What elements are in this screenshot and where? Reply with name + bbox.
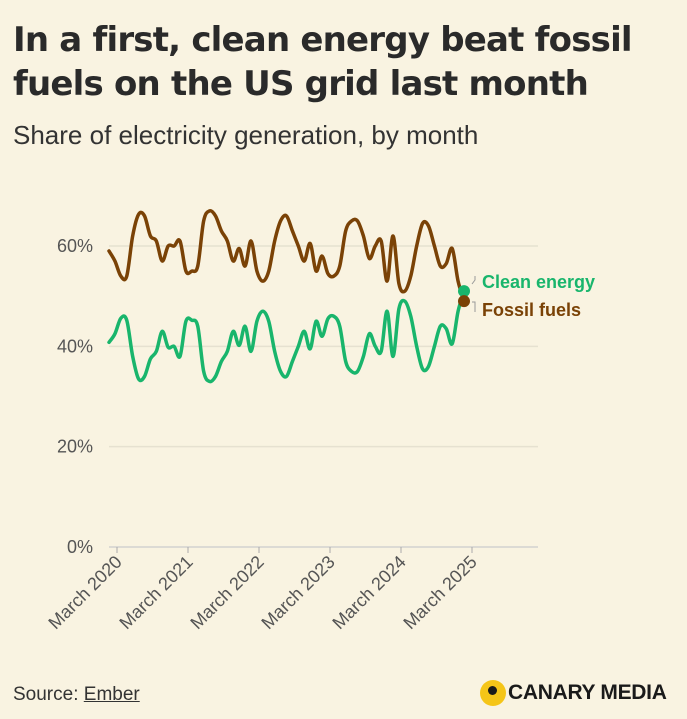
y-tick-label: 40% — [57, 336, 93, 356]
canary-dot-icon — [480, 680, 506, 706]
series-lines — [107, 208, 466, 384]
endpoint-dot — [458, 285, 470, 298]
chart-title: In a first, clean energy beat fossil fue… — [13, 20, 633, 104]
y-tick-label: 60% — [57, 236, 93, 256]
x-tick-label: March 2025 — [399, 552, 480, 633]
x-tick-label: March 2024 — [328, 552, 409, 633]
publisher-logo[interactable]: CANARY MEDIA — [480, 678, 667, 708]
x-tick-label: March 2021 — [115, 552, 196, 633]
source-note: Source: Ember — [13, 684, 140, 706]
x-tick-label: March 2020 — [44, 552, 125, 633]
logo-text: CANARY MEDIA — [508, 681, 667, 704]
series-line-fossil-fuels — [107, 208, 466, 303]
y-tick-label: 20% — [57, 437, 93, 457]
x-tick-label: March 2023 — [257, 552, 338, 633]
series-label: Clean energy — [482, 272, 595, 292]
gridlines — [109, 245, 538, 548]
y-tick-label: 0% — [67, 537, 93, 557]
label-connector — [472, 301, 476, 312]
source-prefix: Source: — [13, 684, 84, 705]
series-labels: Clean energy Fossil fuels — [458, 272, 595, 320]
label-connector — [471, 276, 476, 285]
series-line-clean-energy — [107, 289, 466, 384]
endpoint-dot — [458, 295, 470, 308]
x-tick-label: March 2022 — [186, 552, 267, 633]
series-label: Fossil fuels — [482, 300, 581, 320]
chart-subtitle: Share of electricity generation, by mont… — [13, 120, 479, 150]
source-link[interactable]: Ember — [83, 684, 140, 705]
y-axis: 0% 20% 40% 60% — [57, 236, 93, 557]
